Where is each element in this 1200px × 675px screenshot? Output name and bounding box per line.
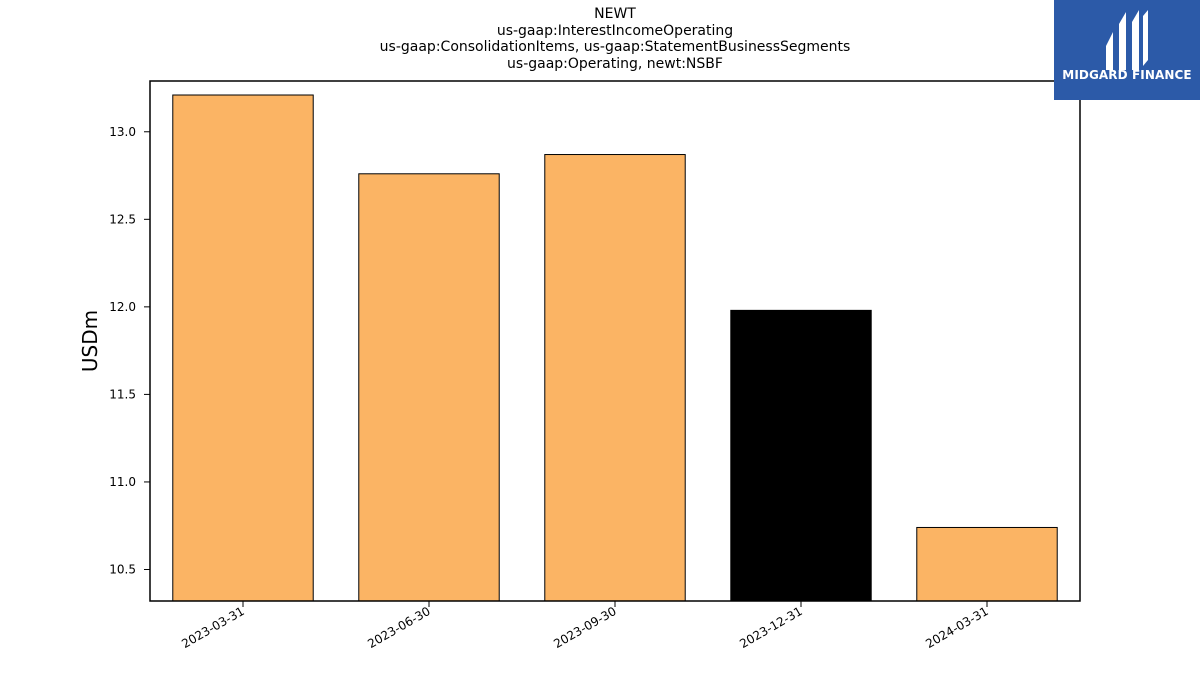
midgard-logo-icon bbox=[1106, 10, 1148, 70]
y-tick-label: 10.5 bbox=[109, 562, 136, 576]
bars-group bbox=[172, 94, 1058, 602]
chart-title: NEWT us-gaap:InterestIncomeOperating us-… bbox=[150, 6, 1080, 72]
y-axis-label: USDm bbox=[78, 310, 102, 372]
chart-title-line-3: us-gaap:ConsolidationItems, us-gaap:Stat… bbox=[379, 39, 851, 55]
midgard-finance-logo: MIDGARD FINANCE bbox=[1054, 0, 1200, 100]
y-tick-label: 13.0 bbox=[109, 125, 136, 139]
chart-title-line-4: us-gaap:Operating, newt:NSBF bbox=[507, 55, 723, 72]
x-tick-label: 2023-03-31 bbox=[179, 604, 246, 651]
x-axis: 2023-03-31 2023-06-30 2023-09-30 2023-12-31… bbox=[179, 601, 991, 651]
x-tick-label: 2023-09-30 bbox=[551, 604, 618, 651]
x-tick-label: 2023-06-30 bbox=[365, 604, 432, 651]
y-tick-label: 12.0 bbox=[109, 300, 136, 314]
x-tick-label: 2024-03-31 bbox=[923, 604, 990, 651]
bar-2023-09-30 bbox=[544, 154, 686, 602]
bar-2023-03-31 bbox=[172, 94, 314, 602]
y-axis: 10.5 11.0 11.5 12.0 12.5 13.0 bbox=[109, 125, 150, 576]
chart-title-line-2: us-gaap:InterestIncomeOperating bbox=[496, 22, 734, 39]
bar-2024-03-31 bbox=[916, 526, 1058, 602]
logo-text: MIDGARD FINANCE bbox=[1062, 68, 1192, 82]
y-tick-label: 11.5 bbox=[109, 387, 136, 401]
y-tick-label: 12.5 bbox=[109, 212, 136, 226]
bar-2023-06-30 bbox=[358, 173, 500, 602]
y-tick-label: 11.0 bbox=[109, 475, 136, 489]
chart-title-line-1: NEWT bbox=[594, 6, 636, 22]
x-tick-label: 2023-12-31 bbox=[737, 604, 804, 651]
bar-2023-12-31 bbox=[730, 309, 872, 602]
